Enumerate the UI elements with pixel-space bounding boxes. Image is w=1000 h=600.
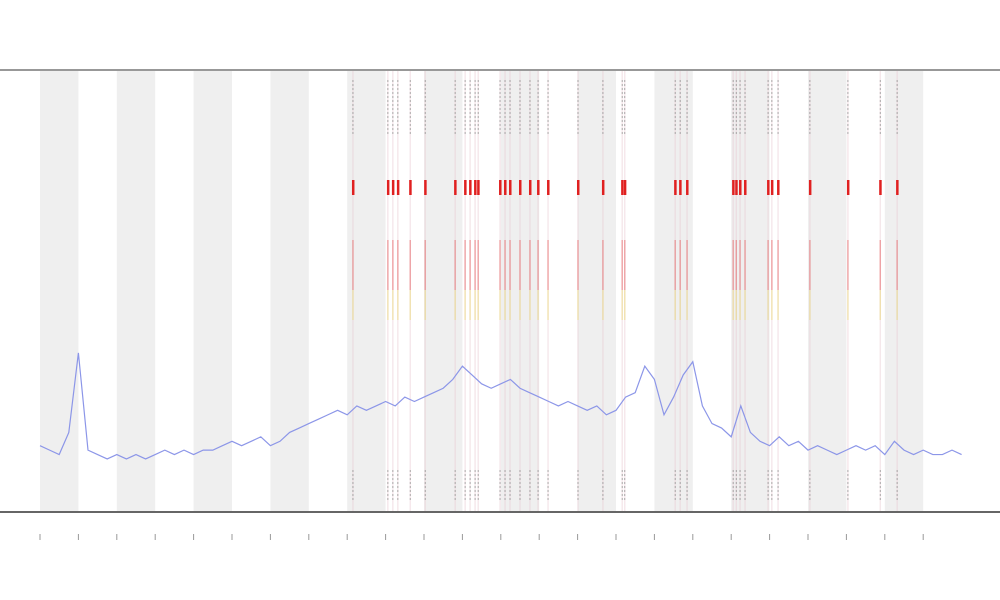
highlight bbox=[391, 180, 395, 195]
highlight bbox=[879, 180, 882, 195]
highlight bbox=[744, 180, 747, 195]
highlight bbox=[409, 180, 412, 195]
highlight bbox=[396, 180, 400, 195]
band bbox=[577, 71, 616, 511]
highlight bbox=[537, 180, 540, 195]
highlight bbox=[519, 180, 522, 195]
highlight bbox=[679, 180, 682, 195]
highlight bbox=[454, 180, 457, 195]
highlight bbox=[424, 180, 427, 195]
band bbox=[808, 71, 847, 511]
highlight bbox=[808, 180, 812, 195]
highlight bbox=[509, 180, 512, 195]
band bbox=[347, 71, 386, 511]
highlight bbox=[477, 180, 480, 195]
highlight bbox=[528, 180, 532, 195]
band bbox=[116, 71, 156, 511]
highlight bbox=[474, 180, 477, 195]
highlight bbox=[469, 180, 472, 195]
highlight bbox=[464, 180, 467, 195]
highlight bbox=[623, 180, 627, 195]
band bbox=[654, 71, 693, 511]
highlight bbox=[732, 180, 735, 195]
band bbox=[731, 71, 770, 511]
band bbox=[884, 71, 924, 511]
highlight bbox=[576, 180, 580, 195]
highlight bbox=[846, 180, 850, 195]
band bbox=[193, 71, 232, 511]
highlight bbox=[770, 180, 774, 195]
highlight bbox=[777, 180, 780, 195]
band bbox=[270, 71, 309, 511]
highlight bbox=[767, 180, 770, 195]
band bbox=[40, 71, 79, 511]
highlight bbox=[547, 180, 550, 195]
highlight bbox=[601, 180, 605, 195]
highlight bbox=[386, 180, 390, 195]
highlight bbox=[735, 180, 738, 195]
series-line bbox=[39, 352, 962, 460]
highlight bbox=[499, 180, 502, 195]
band bbox=[424, 71, 463, 511]
highlight bbox=[896, 180, 899, 195]
highlight bbox=[739, 180, 742, 195]
highlight bbox=[674, 180, 677, 195]
highlight bbox=[351, 180, 355, 195]
highlight bbox=[686, 180, 689, 195]
highlight bbox=[504, 180, 507, 195]
highlight bbox=[621, 180, 624, 195]
